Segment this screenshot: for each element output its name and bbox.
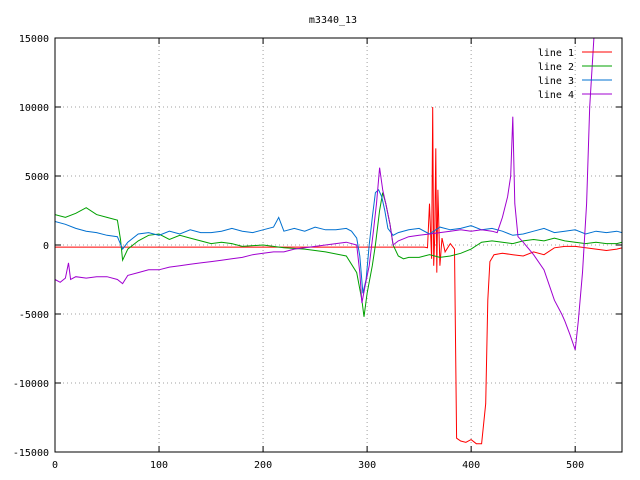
x-tick-label: 0 [52, 460, 58, 471]
x-tick-label: 400 [462, 460, 480, 471]
x-tick-label: 200 [254, 460, 272, 471]
y-tick-label: -15000 [13, 448, 49, 459]
x-tick-label: 300 [358, 460, 376, 471]
grid [55, 38, 622, 452]
x-tick-label: 100 [150, 460, 168, 471]
legend-label-2: line 2 [538, 62, 574, 73]
chart-title: m3340_13 [309, 15, 357, 26]
legend-label-3: line 3 [538, 76, 574, 87]
legend-label-4: line 4 [538, 90, 574, 101]
y-tick-label: 10000 [19, 103, 49, 114]
series-line-3 [55, 188, 622, 294]
series-layer [55, 38, 622, 445]
series-line-4 [55, 38, 622, 351]
x-tick-label: 500 [566, 460, 584, 471]
y-tick-label: 15000 [19, 34, 49, 45]
y-tick-label: -10000 [13, 379, 49, 390]
legend: line 1 line 2 line 3 line 4 [538, 48, 612, 101]
y-tick-label: -5000 [19, 310, 49, 321]
y-tick-label: 0 [43, 241, 49, 252]
series-line-1 [55, 106, 622, 445]
series-line-2 [55, 192, 622, 317]
y-tick-label: 5000 [25, 172, 49, 183]
axis-ticks: 0 100 200 300 400 500 -15000 -10000 -5000 0 5000 10… [13, 34, 622, 471]
legend-label-1: line 1 [538, 48, 574, 59]
